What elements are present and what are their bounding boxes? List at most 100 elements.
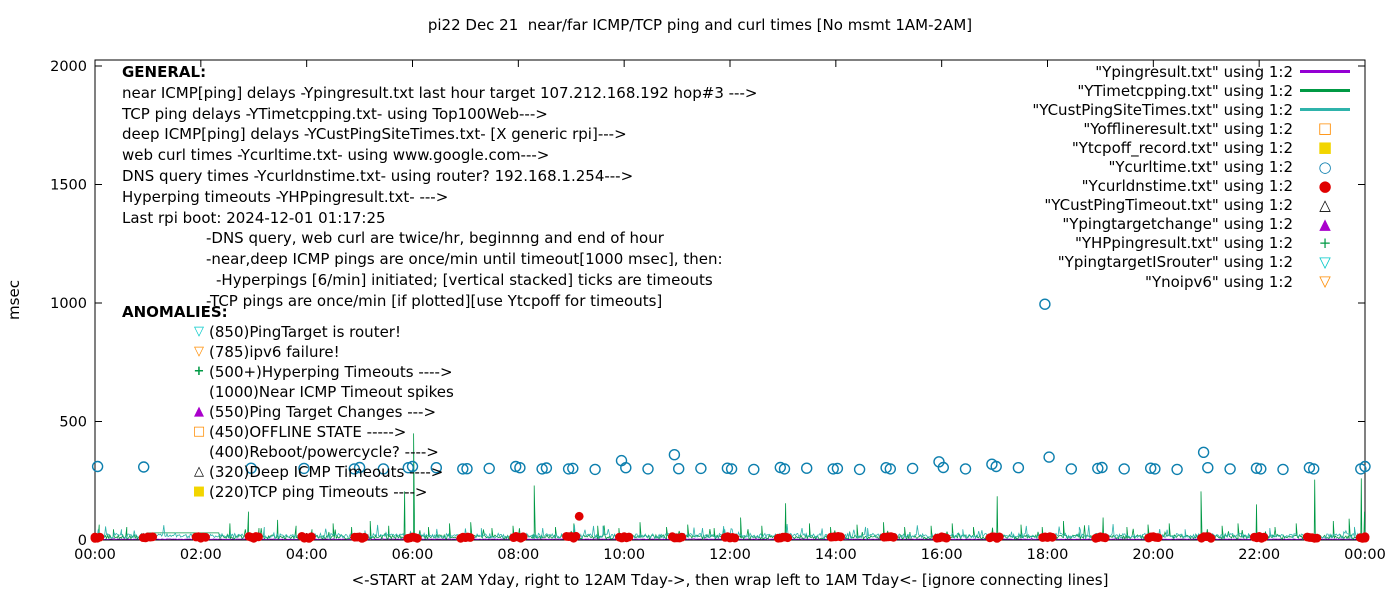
legend-label: "Ypingtargetchange" using 1:2 — [1062, 215, 1293, 234]
filled-square-icon: ■ — [1317, 138, 1333, 157]
legend-entry: "Ynoipv6" using 1:2 ▽ — [1032, 272, 1357, 291]
legend-entry: "Ypingresult.txt" using 1:2 — [1032, 62, 1357, 81]
general-note-line: deep ICMP[ping] delays -YCustPingSiteTim… — [122, 125, 627, 144]
anomaly-item: □ (450)OFFLINE STATE -----> — [122, 422, 454, 442]
legend-entry: "Ytcpoff_record.txt" using 1:2 ■ — [1032, 138, 1357, 157]
general-note-line: web curl times -Ycurltime.txt- using www… — [122, 146, 550, 165]
open-square-icon: □ — [1317, 119, 1333, 138]
svg-text:14:00: 14:00 — [815, 547, 857, 563]
general-sub-note: -near,deep ICMP pings are once/min until… — [206, 250, 723, 269]
legend-sample: □ — [1293, 121, 1357, 136]
legend-entry: "YCustPingTimeout.txt" using 1:2 △ — [1032, 196, 1357, 215]
open-triangle-icon: △ — [1319, 195, 1331, 214]
anomalies-heading: ANOMALIES: — [122, 303, 228, 321]
orange-square-icon: □ — [192, 424, 206, 439]
legend-label: "Ynoipv6" using 1:2 — [1145, 272, 1293, 291]
svg-text:22:00: 22:00 — [1238, 547, 1280, 563]
general-note-line: Hyperping timeouts -YHPpingresult.txt- -… — [122, 187, 449, 206]
anomaly-label: (785)ipv6 failure! — [209, 343, 340, 361]
svg-text:0: 0 — [78, 533, 87, 549]
anomaly-item: ■ (220)TCP ping Timeouts ----> — [122, 482, 454, 502]
legend-label: "YHPpingresult.txt" using 1:2 — [1074, 234, 1293, 253]
legend-sample — [1293, 89, 1357, 93]
legend-sample: ▽ — [1293, 274, 1357, 289]
anomaly-item: (1000)Near ICMP Timeout spikes — [122, 382, 454, 402]
svg-text:20:00: 20:00 — [1132, 547, 1174, 563]
anomaly-item: + (500+)Hyperping Timeouts ----> — [122, 362, 454, 382]
legend-sample — [1293, 108, 1357, 112]
legend-label: "YpingtargetISrouter" using 1:2 — [1057, 253, 1293, 272]
legend-sample: + — [1293, 235, 1357, 251]
anomalies-legend: ANOMALIES: ▽ (850)PingTarget is router! … — [122, 302, 454, 502]
x-axis-note: <-START at 2AM Yday, right to 12AM Tday-… — [351, 571, 1109, 589]
svg-text:00:00: 00:00 — [74, 547, 116, 563]
cyan-down-triangle-icon: ▽ — [194, 324, 204, 339]
general-sub-note: -DNS query, web curl are twice/hr, begin… — [206, 229, 664, 248]
svg-text:06:00: 06:00 — [392, 547, 434, 563]
anomaly-label: (320)Deep ICMP Timeouts ----> — [209, 463, 444, 481]
green-plus-icon: + — [193, 364, 205, 379]
green-line-icon — [1300, 89, 1350, 93]
black-triangle-icon: △ — [194, 464, 204, 479]
svg-text:10:00: 10:00 — [603, 547, 645, 563]
open-circle-icon: ○ — [1318, 157, 1332, 176]
anomaly-item: (400)Reboot/powercycle? ----> — [122, 442, 454, 462]
svg-text:02:00: 02:00 — [180, 547, 222, 563]
legend-entry: "YHPpingresult.txt" using 1:2 + — [1032, 234, 1357, 253]
svg-text:08:00: 08:00 — [497, 547, 539, 563]
purple-line-icon — [1300, 70, 1350, 74]
legend-label: "Ypingresult.txt" using 1:2 — [1095, 62, 1293, 81]
yellow-square-icon: ■ — [192, 484, 206, 499]
legend-sample: ■ — [1293, 140, 1357, 155]
legend-label: "Yofflineresult.txt" using 1:2 — [1083, 119, 1293, 138]
svg-text:00:00: 00:00 — [1344, 547, 1386, 563]
filled-circle-icon: ● — [1318, 176, 1332, 195]
general-note-line: DNS query times -Ycurldnstime.txt- using… — [122, 166, 634, 185]
series-legend: "Ypingresult.txt" using 1:2 "YTimetcppin… — [1032, 62, 1357, 291]
legend-sample: ● — [1293, 176, 1357, 195]
legend-sample: ▽ — [1293, 252, 1357, 271]
legend-label: "Ytcpoff_record.txt" using 1:2 — [1071, 138, 1293, 157]
magenta-triangle-icon: ▲ — [194, 404, 204, 419]
svg-text:500: 500 — [59, 415, 87, 431]
anomaly-item: △ (320)Deep ICMP Timeouts ----> — [122, 462, 454, 482]
orange-down-triangle-icon: ▽ — [194, 344, 204, 359]
filled-triangle-icon: ▲ — [1319, 214, 1331, 233]
legend-label: "YCustPingTimeout.txt" using 1:2 — [1044, 196, 1293, 215]
svg-text:16:00: 16:00 — [921, 547, 963, 563]
teal-line-icon — [1300, 108, 1350, 112]
down-triangle-icon: ▽ — [1319, 272, 1331, 291]
general-sub-note: -TCP pings are once/min [if plotted][use… — [206, 291, 663, 310]
chart-title: pi22 Dec 21 near/far ICMP/TCP ping and c… — [427, 16, 973, 34]
legend-entry: "YTimetcpping.txt" using 1:2 — [1032, 81, 1357, 100]
legend-entry: "Ycurltime.txt" using 1:2 ○ — [1032, 157, 1357, 176]
legend-entry: "Ycurldnstime.txt" using 1:2 ● — [1032, 177, 1357, 196]
svg-text:1000: 1000 — [50, 296, 87, 312]
legend-sample: △ — [1293, 195, 1357, 214]
down-triangle-icon: ▽ — [1319, 252, 1331, 271]
legend-entry: "YpingtargetISrouter" using 1:2 ▽ — [1032, 253, 1357, 272]
general-note-line: near ICMP[ping] delays -Ypingresult.txt … — [122, 83, 758, 102]
anomaly-label: (850)PingTarget is router! — [209, 323, 401, 341]
legend-entry: "Yofflineresult.txt" using 1:2 □ — [1032, 119, 1357, 138]
anomaly-label: (400)Reboot/powercycle? ----> — [209, 443, 439, 461]
legend-label: "YCustPingSiteTimes.txt" using 1:2 — [1032, 100, 1293, 119]
legend-entry: "Ypingtargetchange" using 1:2 ▲ — [1032, 215, 1357, 234]
legend-entry: "YCustPingSiteTimes.txt" using 1:2 — [1032, 100, 1357, 119]
general-note-line: TCP ping delays -YTimetcpping.txt- using… — [122, 104, 548, 123]
general-sub-note: -Hyperpings [6/min] initiated; [vertical… — [216, 270, 713, 289]
anomaly-label: (500+)Hyperping Timeouts ----> — [209, 363, 453, 381]
general-heading: GENERAL: — [122, 63, 207, 81]
svg-text:12:00: 12:00 — [709, 547, 751, 563]
legend-label: "Ycurltime.txt" using 1:2 — [1108, 158, 1293, 177]
legend-sample: ○ — [1293, 157, 1357, 176]
anomaly-label: (220)TCP ping Timeouts ----> — [209, 483, 428, 501]
legend-sample — [1293, 70, 1357, 74]
svg-text:18:00: 18:00 — [1027, 547, 1069, 563]
legend-sample: ▲ — [1293, 214, 1357, 233]
svg-text:04:00: 04:00 — [286, 547, 328, 563]
svg-text:2000: 2000 — [50, 59, 87, 75]
anomaly-label: (450)OFFLINE STATE -----> — [209, 423, 407, 441]
